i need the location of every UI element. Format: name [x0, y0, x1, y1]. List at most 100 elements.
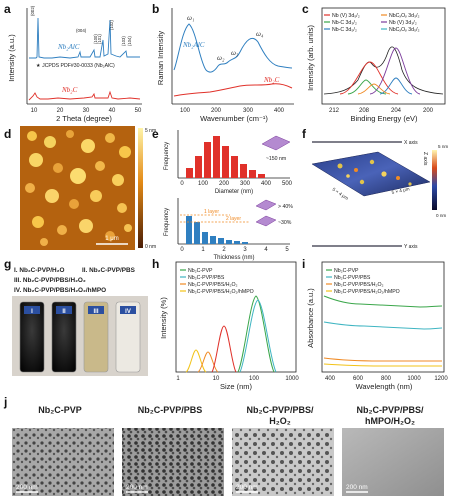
c-comp-purple [369, 47, 421, 95]
i-legend-3: Nb₂C-PVP/PBS/H₂O₂/hMPO [334, 289, 400, 295]
e-annot-40: > 40% [278, 204, 293, 210]
panel-d: d 1 μm 5 nm 0 nm [4, 126, 156, 250]
e-top-xticks: 0 100 200 300 400 500 [180, 181, 292, 187]
c-comp-blue [379, 77, 413, 95]
h-xtick-1: 10 [213, 376, 220, 382]
e-bot-xtick-5: 5 [285, 247, 289, 253]
a-peak-3: (101) [97, 34, 102, 44]
h-ylabel: Intensity (%) [159, 297, 168, 339]
panel-g-label: g [4, 257, 11, 271]
b-xticks: 100 200 300 400 [180, 108, 285, 114]
c-envelope [323, 46, 444, 95]
i-trace-green [323, 295, 443, 308]
panel-j: j Nb₂C-PVP Nb₂C-PVP/PBS Nb₂C-PVP/PBS/ H₂… [3, 395, 444, 496]
c-comp-green [347, 79, 387, 95]
i-trace-yellow [323, 363, 442, 367]
f-xaxis-label: X axis [404, 140, 418, 146]
panel-j-label: j [3, 395, 7, 409]
i-legend-1: Nb₂C-PVP/PBS [334, 275, 371, 281]
j-scalebar-4: 200 nm [346, 484, 368, 491]
a-xtick-3: 40 [109, 108, 116, 114]
a-ylabel: Intensity (a.u.) [7, 34, 16, 82]
c-ylabel: Intensity (arb. units) [306, 25, 315, 91]
panel-f: f X axis 5 × 4 μm 5 × 4 μm Y axis Z axis… [302, 127, 448, 250]
j-scalebar-1: 200 nm [16, 484, 38, 491]
i-plot-frame [321, 261, 445, 373]
j-title-3: Nb₂C-PVP/PBS/ [356, 405, 424, 415]
panel-i: i Absorbance (a.u.) Wavelength (nm) 400 … [302, 257, 448, 391]
h-legend: Nb₂C-PVP Nb₂C-PVP/PBS Nb₂C-PVP/PBS/H₂O₂ … [180, 268, 254, 295]
j-scalebars: 200 nm 200 nm 200 nm 200 nm [16, 484, 368, 493]
a-peak-5: (103) [121, 36, 126, 46]
e-annot-2layer: 2 layer [226, 216, 241, 222]
f-dim2: 5 × 4 μm [391, 186, 410, 195]
d-colorbar-top: 5 nm [145, 128, 156, 134]
j-tem-image-3 [232, 428, 334, 496]
c-legend-3: NbCₓOᵧ 3d₃/₂ [389, 13, 420, 19]
c-plot-frame [321, 7, 446, 105]
a-nb2c-trace [28, 90, 141, 101]
e-top-xtick-3: 300 [240, 181, 251, 187]
b-mode-2: ω₂ [217, 54, 225, 62]
b-nb2alc-trace [173, 23, 293, 73]
g-vial-3-label: III [93, 309, 98, 315]
d-afm-image [20, 126, 135, 250]
j-tem-image-4 [342, 428, 444, 496]
a-jcpds: ★ JCPDS PDF#30-0033 (Nb₂AlC) [36, 63, 115, 69]
panel-a-label: a [4, 2, 11, 16]
e-bot-xticks: 0 1 2 3 4 5 [180, 247, 289, 253]
b-xtick-1: 200 [211, 108, 222, 114]
e-annot-size: ~150 nm [266, 156, 286, 162]
g-line-2: III. Nb₂C-PVP/PBS/H₂O₂ [14, 277, 86, 284]
e-top-xtick-4: 400 [261, 181, 272, 187]
e-annot-30: ~30% [278, 220, 292, 226]
e-top-xtick-5: 500 [282, 181, 293, 187]
panel-h-label: h [152, 257, 159, 271]
c-xtick-1: 208 [359, 108, 370, 114]
j-title-3b: hMPO/H₂O₂ [365, 416, 415, 426]
b-mode-3: ω₃ [231, 49, 239, 57]
b-nb2c-trace [173, 83, 293, 97]
f-surface-bumps [337, 159, 412, 186]
i-xticks: 400 600 800 1000 1200 [325, 376, 448, 382]
e-bot-xlabel: Thickness (nm) [213, 255, 254, 261]
e-bot-xtick-0: 0 [180, 247, 184, 253]
g-line-3: IV. Nb₂C-PVP/PBS/H₂O₂/hMPO [14, 287, 106, 294]
g-vial-4-label: IV [125, 309, 131, 315]
h-trace-red [211, 325, 237, 373]
e-top-xtick-2: 200 [219, 181, 230, 187]
f-yaxis-label: Y axis [404, 244, 418, 250]
h-xtick-3: 1000 [285, 376, 299, 382]
j-scalebar-2: 200 nm [126, 484, 148, 491]
f-colorbar-bottom: 0 nm [436, 213, 446, 218]
panel-b-label: b [152, 2, 159, 16]
panel-b: b Raman Intensity Wavenumber (cm⁻¹) 100 … [152, 2, 294, 123]
e-top-xlabel: Diameter (nm) [215, 189, 253, 195]
b-series-bottom: Nb₂C [263, 76, 280, 84]
a-series-bottom: Nb₂C [61, 86, 78, 94]
e-top-bars [186, 136, 265, 178]
e-bot-ylabel: Frequency [164, 208, 170, 236]
c-legend-2: Nb-C 3d₅/₂ [332, 27, 357, 33]
h-legend-0: Nb₂C-PVP [188, 268, 213, 274]
g-line-0: I. Nb₂C-PVP/H₂O [14, 267, 64, 274]
c-legend: Nb (V) 3d₅/₂ Nb-C 3d₃/₂ Nb-C 3d₅/₂ NbCₓO… [324, 13, 420, 33]
h-trace-yellow [185, 349, 207, 373]
j-scalebar-3: 200 nm [236, 484, 258, 491]
e-top-ylabel: Frequency [164, 142, 170, 170]
c-legend-4: Nb (V) 3d₃/₂ [389, 20, 417, 26]
e-flake-illustration-2 [255, 215, 277, 227]
f-zaxis-label: Z axis [422, 152, 428, 166]
a-peak-6: (104) [127, 36, 132, 46]
h-trace-green [237, 295, 275, 373]
i-legend-0: Nb₂C-PVP [334, 268, 359, 274]
a-xtick-2: 30 [83, 108, 90, 114]
b-xtick-3: 400 [274, 108, 285, 114]
panel-c: c Intensity (arb. units) Binding Energy … [302, 2, 446, 123]
c-comp-orange [357, 83, 391, 95]
a-nb2alc-trace [29, 17, 140, 59]
g-vial-3: III [83, 301, 109, 373]
a-xlabel: 2 Theta (degree) [56, 114, 112, 123]
h-xticks: 1 10 100 1000 [176, 376, 299, 382]
